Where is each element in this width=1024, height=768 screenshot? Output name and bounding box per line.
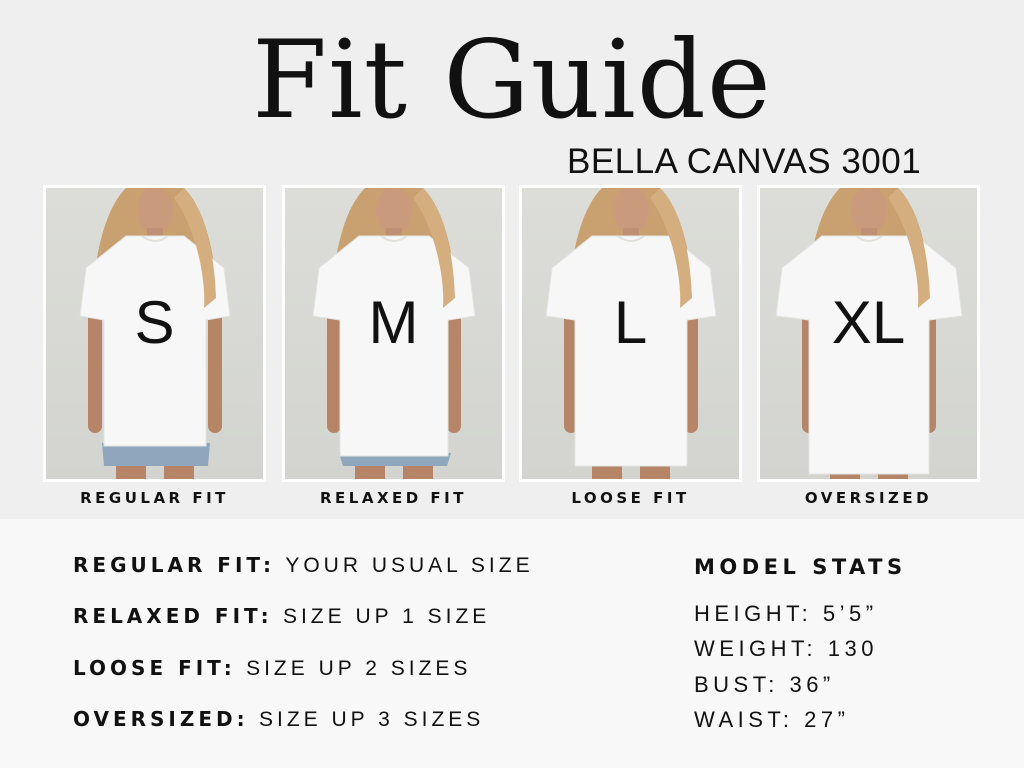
fit-caption: LOOSE FIT — [571, 489, 690, 507]
fit-row: REGULAR FIT: YOUR USUAL SIZE — [73, 553, 534, 578]
fit-value: SIZE UP 3 SIZES — [258, 708, 485, 731]
fit-value: YOUR USUAL SIZE — [285, 554, 534, 577]
size-label: L — [613, 289, 648, 356]
model-photo: XL — [760, 188, 977, 479]
fit-label: REGULAR FIT: — [73, 553, 275, 577]
model-stats-heading: MODEL STATS — [694, 555, 907, 579]
model-stat: BUST: 36” — [694, 672, 835, 697]
fit-row: LOOSE FIT: SIZE UP 2 SIZES — [73, 656, 471, 681]
fit-photo-relaxed-fit: M — [282, 185, 505, 482]
page-title: Fit Guide — [252, 18, 772, 143]
fit-photo-regular-fit: S — [43, 185, 266, 482]
model-photo: L — [522, 188, 739, 479]
model-stat: WEIGHT: 130 — [694, 636, 878, 661]
fit-value: SIZE UP 1 SIZE — [282, 605, 491, 628]
model-photo: S — [46, 188, 263, 479]
fit-photo-loose-fit: L — [519, 185, 742, 482]
fit-value: SIZE UP 2 SIZES — [246, 657, 472, 680]
fit-label: RELAXED FIT: — [73, 604, 273, 628]
model-photo: M — [285, 188, 502, 479]
fit-photo-oversized: XL — [757, 185, 980, 482]
fit-row: OVERSIZED: SIZE UP 3 SIZES — [73, 707, 484, 732]
fit-caption: RELAXED FIT — [319, 489, 467, 507]
fit-caption: REGULAR FIT — [80, 489, 229, 507]
fit-label: OVERSIZED: — [73, 707, 249, 731]
size-label: S — [134, 289, 175, 356]
fit-label: LOOSE FIT: — [73, 656, 236, 680]
fit-caption: OVERSIZED — [804, 489, 933, 507]
model-stat: HEIGHT: 5’5” — [694, 601, 878, 626]
fit-row: RELAXED FIT: SIZE UP 1 SIZE — [73, 604, 490, 629]
size-label: XL — [831, 289, 906, 356]
fit-info-panel — [0, 519, 1024, 768]
model-stat: WAIST: 27” — [694, 707, 850, 732]
product-name: BELLA CANVAS 3001 — [567, 142, 922, 181]
size-label: M — [368, 289, 419, 356]
